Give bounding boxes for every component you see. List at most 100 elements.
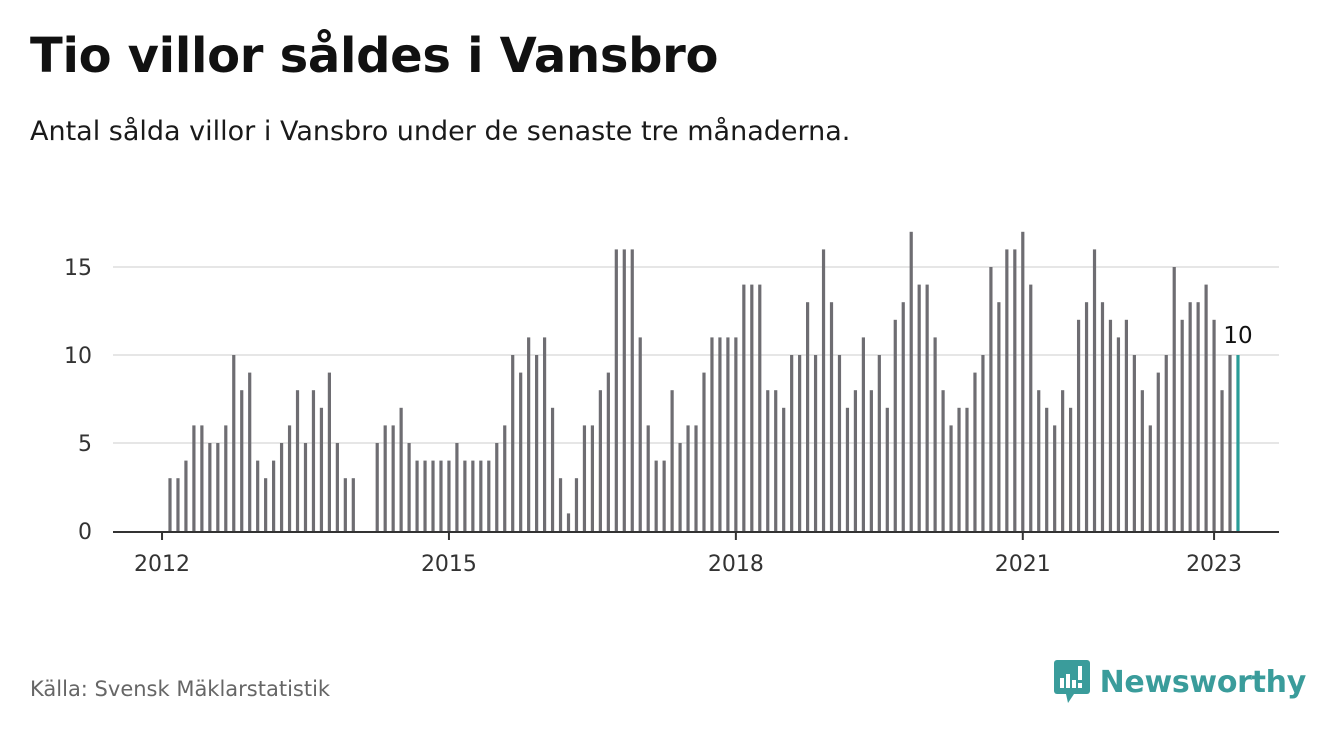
bar — [590, 425, 595, 531]
bar — [574, 478, 579, 531]
bar — [710, 337, 714, 531]
bar — [1053, 425, 1057, 531]
bar — [287, 425, 292, 531]
bar — [256, 460, 260, 531]
bar — [335, 443, 339, 531]
bar — [662, 460, 666, 531]
bar — [1172, 267, 1176, 531]
bar — [327, 372, 331, 531]
bar — [718, 337, 722, 531]
bar — [232, 355, 236, 531]
bar — [973, 372, 977, 531]
bar — [343, 478, 347, 531]
bar — [1029, 284, 1033, 531]
bar — [1100, 302, 1105, 531]
bar — [821, 249, 826, 531]
bar — [224, 425, 228, 531]
bar — [383, 425, 387, 531]
bar — [798, 355, 802, 531]
bar — [686, 425, 690, 531]
bar — [726, 337, 730, 531]
bar — [1013, 249, 1017, 531]
bar — [391, 425, 395, 531]
bar — [399, 407, 403, 531]
x-tick-label: 2012 — [134, 552, 190, 577]
bar — [1228, 355, 1232, 531]
bar — [319, 407, 324, 531]
bar — [1092, 249, 1097, 531]
bar — [1005, 249, 1009, 531]
bar — [1196, 302, 1200, 531]
bar — [1204, 284, 1208, 531]
bar — [176, 478, 180, 531]
bar — [670, 390, 674, 531]
x-tick-label: 2015 — [421, 552, 477, 577]
bar — [861, 337, 865, 531]
bar — [997, 302, 1001, 531]
bar — [519, 372, 523, 531]
bar — [909, 231, 913, 532]
bar — [439, 460, 443, 531]
bar — [630, 249, 634, 531]
x-tick-label: 2021 — [995, 552, 1051, 577]
bar — [1021, 231, 1025, 532]
bar — [806, 302, 810, 531]
bar — [375, 443, 379, 531]
bar — [168, 478, 172, 531]
bar — [925, 284, 929, 531]
chart-subtitle: Antal sålda villor i Vansbro under de se… — [30, 116, 851, 147]
bar — [949, 425, 953, 531]
bar — [487, 460, 491, 531]
bar — [917, 284, 921, 531]
bar — [957, 407, 961, 531]
bar — [933, 337, 937, 531]
y-tick-label: 15 — [64, 256, 92, 281]
bar — [511, 355, 515, 531]
bar — [351, 478, 355, 531]
bar — [965, 407, 969, 531]
bar — [1212, 319, 1216, 531]
bar — [527, 337, 531, 531]
bar — [431, 460, 435, 531]
bars: 10 — [168, 231, 1253, 532]
bar — [1116, 337, 1121, 531]
brand-logo[interactable]: Newsworthy — [1053, 660, 1307, 704]
bar — [877, 355, 881, 531]
bar — [535, 355, 539, 531]
bar — [750, 284, 754, 531]
bar — [272, 460, 276, 531]
bar — [901, 302, 905, 531]
bar — [503, 425, 507, 531]
bar — [1156, 372, 1160, 531]
bar — [853, 390, 858, 531]
y-tick-label: 5 — [78, 432, 92, 457]
source-label: Källa: Svensk Mäklarstatistik — [30, 677, 331, 701]
bar — [758, 284, 762, 531]
bar — [1037, 390, 1041, 531]
bar — [415, 460, 419, 531]
bar — [981, 355, 985, 531]
bar — [598, 390, 602, 531]
bar — [1148, 425, 1152, 531]
bar — [471, 460, 475, 531]
bar — [264, 478, 268, 531]
bar — [1069, 407, 1073, 531]
bar — [885, 407, 889, 531]
bar — [184, 460, 188, 531]
bar — [495, 443, 499, 531]
bar — [1061, 390, 1065, 531]
bar — [1180, 319, 1184, 531]
bar — [1220, 390, 1224, 531]
bar — [678, 443, 682, 531]
brand-name: Newsworthy — [1099, 664, 1307, 700]
bar — [941, 390, 945, 531]
bar — [782, 407, 786, 531]
bar — [702, 372, 706, 531]
bar — [200, 425, 204, 531]
bar — [423, 460, 427, 531]
bar — [1045, 407, 1049, 531]
bar — [654, 460, 658, 531]
bar — [606, 372, 610, 531]
bar — [303, 443, 308, 531]
